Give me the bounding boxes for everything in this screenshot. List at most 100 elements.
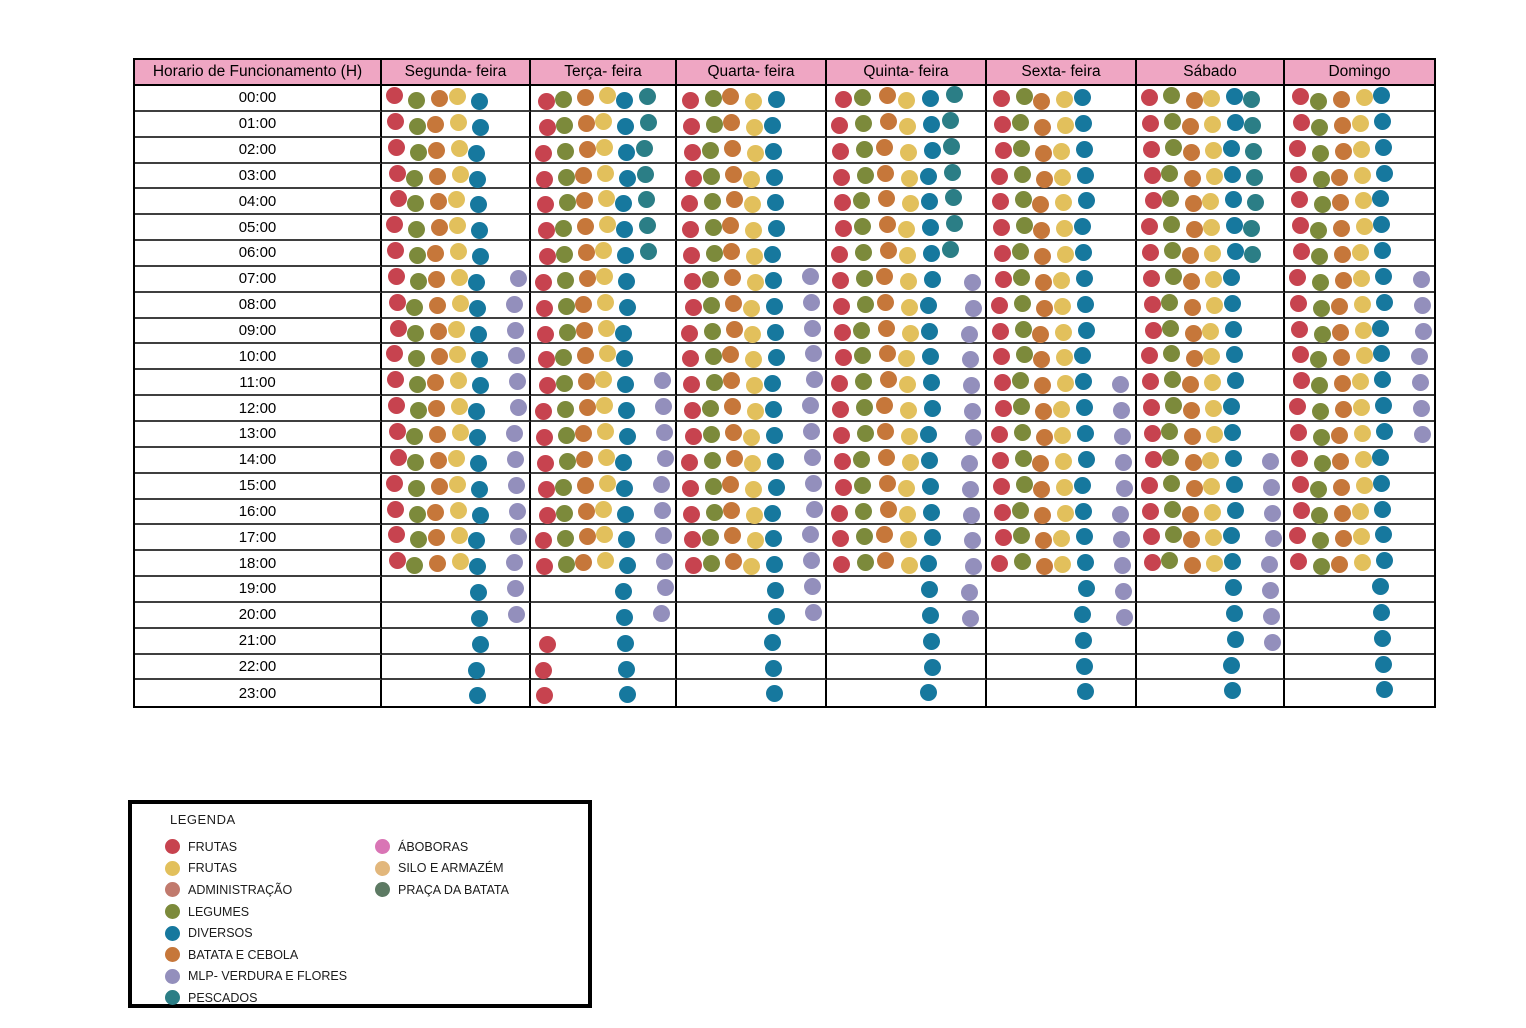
sector-dot-bc — [1182, 402, 1200, 420]
sector-dot-dv — [763, 116, 781, 134]
sector-dot-fy — [595, 500, 613, 518]
sector-dot-dv — [1224, 191, 1242, 209]
sector-dot-fr — [537, 351, 555, 369]
sector-dot-fr — [834, 194, 852, 212]
sector-dot-fr — [994, 529, 1012, 547]
legend-column-right: ÁBOBORAS SILO E ARMAZÉM PRAÇA DA BATATA — [375, 836, 509, 901]
sector-dot-fr — [831, 504, 849, 522]
sector-dot-fr — [1142, 269, 1160, 287]
sector-dot-fy — [1352, 528, 1370, 546]
legend-dot-ad — [165, 882, 180, 898]
sector-dot-dv — [1372, 319, 1390, 337]
sector-dot-fy — [598, 190, 616, 208]
sector-dot-bc — [1184, 453, 1202, 471]
sector-dot-dv — [617, 376, 635, 394]
schedule-cell — [531, 241, 677, 267]
legend-title: LEGENDA — [170, 812, 236, 827]
sector-dot-fy — [747, 403, 765, 421]
schedule-cell — [1285, 447, 1434, 474]
sector-dot-ps — [1243, 91, 1261, 108]
schedule-cell — [531, 266, 677, 293]
sector-dot-fr — [1291, 346, 1309, 364]
schedule-cell — [987, 499, 1137, 526]
sector-dot-mv — [1260, 556, 1278, 574]
sector-dot-mv — [1112, 505, 1130, 523]
schedule-cell — [1137, 215, 1285, 242]
sector-dot-mv — [506, 554, 524, 572]
sector-dot-fy — [1205, 141, 1223, 159]
sector-dot-lg — [558, 452, 576, 470]
schedule-cell — [1285, 266, 1434, 293]
sector-dot-lg — [701, 400, 719, 418]
sector-dot-dv — [922, 374, 940, 392]
sector-dot-fr — [1143, 424, 1161, 442]
sector-dot-bc — [879, 112, 897, 130]
sector-dot-fy — [1352, 399, 1370, 417]
sector-dot-dv — [766, 323, 784, 341]
sector-dot-fr — [1143, 295, 1161, 313]
sector-dot-lg — [705, 374, 723, 392]
schedule-cell — [382, 525, 531, 552]
sector-dot-lg — [410, 402, 428, 420]
schedule-cell — [827, 111, 987, 138]
schedule-cell — [1285, 602, 1434, 629]
sector-dot-fr — [389, 319, 407, 337]
sector-dot-lg — [703, 322, 721, 340]
sector-dot-dv — [1076, 166, 1094, 184]
schedule-cell — [1137, 447, 1285, 474]
schedule-cell — [677, 189, 827, 216]
schedule-cell — [827, 189, 987, 216]
sector-dot-dv — [765, 426, 783, 444]
schedule-cell — [1137, 602, 1285, 629]
sector-dot-fy — [449, 501, 467, 519]
sector-dot-fy — [1056, 220, 1074, 238]
sector-dot-bc — [577, 89, 595, 106]
sector-dot-mv — [963, 403, 981, 421]
sector-dot-fr — [534, 532, 552, 550]
sector-dot-dv — [1226, 243, 1244, 261]
schedule-cell — [382, 344, 531, 371]
schedule-cell — [827, 421, 987, 448]
sector-dot-bc — [877, 190, 895, 208]
schedule-cell — [677, 473, 827, 500]
sector-dot-ps — [941, 111, 959, 129]
sector-dot-mv — [655, 423, 673, 441]
sector-dot-fr — [388, 552, 406, 570]
sector-dot-dv — [921, 219, 939, 237]
schedule-cell — [1137, 628, 1285, 655]
sector-dot-dv — [921, 477, 939, 495]
sector-dot-fy — [745, 93, 763, 110]
sector-dot-lg — [555, 246, 573, 264]
sector-dot-lg — [406, 427, 424, 445]
sector-dot-fy — [745, 480, 763, 498]
sector-dot-fy — [595, 112, 613, 130]
sector-dot-mv — [802, 267, 820, 285]
sector-dot-fy — [744, 196, 762, 214]
sector-dot-bc — [579, 528, 597, 546]
sector-dot-dv — [1222, 527, 1240, 545]
sector-dot-dv — [472, 248, 490, 266]
sector-dot-dv — [616, 479, 634, 497]
sector-dot-lg — [557, 168, 575, 186]
schedule-cell — [531, 577, 677, 603]
sector-dot-dv — [765, 685, 783, 703]
sector-dot-fy — [747, 273, 765, 291]
schedule-cell — [1285, 396, 1434, 422]
sector-dot-fy — [1203, 219, 1221, 237]
sector-dot-fr — [1142, 399, 1160, 417]
sector-dot-bc — [1183, 557, 1201, 575]
sector-dot-fr — [680, 453, 698, 471]
schedule-cell — [531, 396, 677, 422]
sector-dot-fr — [387, 267, 405, 285]
schedule-cell — [827, 266, 987, 293]
sector-dot-fr — [831, 116, 849, 134]
sector-dot-fr — [835, 91, 853, 108]
sector-dot-lg — [408, 92, 426, 109]
sector-dot-dv — [922, 245, 940, 263]
sector-dot-lg — [408, 350, 426, 368]
sector-dot-mv — [509, 502, 527, 520]
sector-dot-mv — [655, 553, 673, 571]
sector-dot-lg — [1012, 527, 1030, 545]
sector-dot-dv — [764, 530, 782, 548]
sector-dot-bc — [578, 114, 596, 132]
